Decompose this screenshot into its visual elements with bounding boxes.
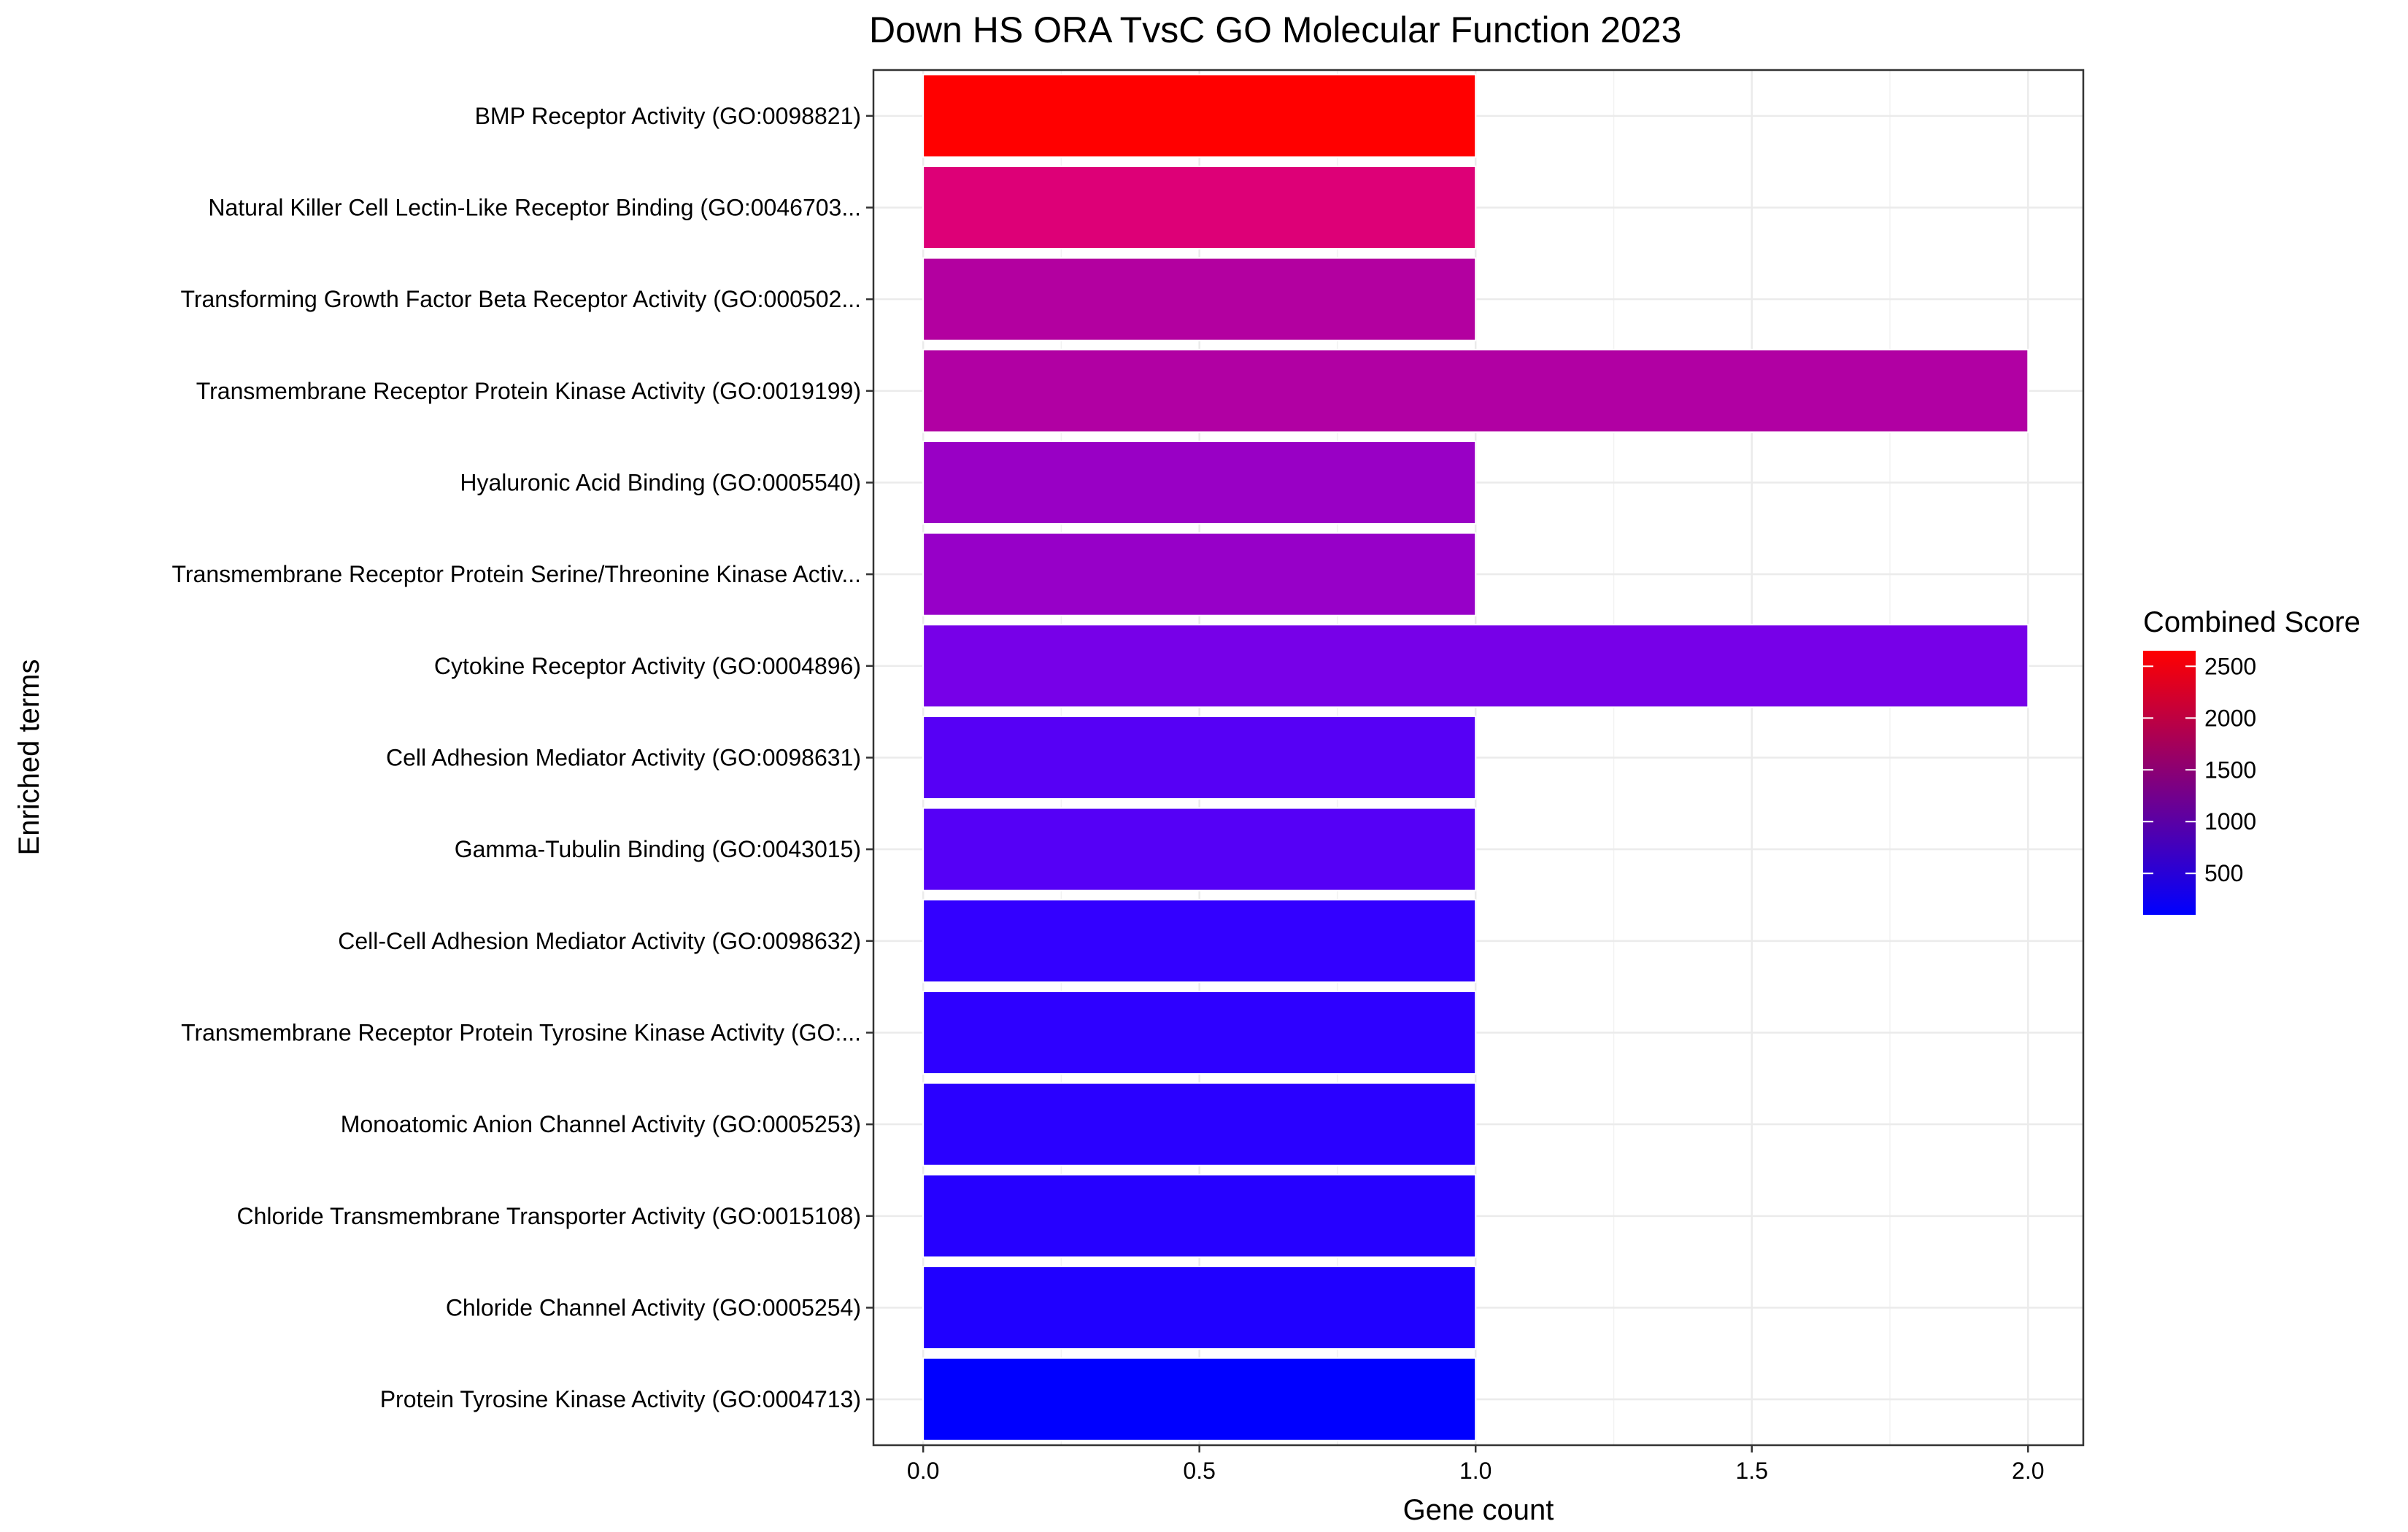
- y-tick-label: Transforming Growth Factor Beta Receptor…: [180, 286, 861, 312]
- bar: [922, 165, 1477, 250]
- bar: [922, 1174, 1477, 1258]
- x-axis-title: Gene count: [1403, 1494, 1554, 1526]
- y-tick-label: Transmembrane Receptor Protein Serine/Th…: [172, 561, 861, 587]
- legend-tick-label: 2000: [2204, 705, 2256, 731]
- legend-tick-label: 1500: [2204, 757, 2256, 783]
- y-tick-label: BMP Receptor Activity (GO:0098821): [475, 103, 861, 129]
- bar: [922, 899, 1477, 983]
- y-tick-label: Cell-Cell Adhesion Mediator Activity (GO…: [338, 928, 861, 954]
- y-axis-title: Enriched terms: [13, 659, 45, 856]
- y-tick-label: Chloride Channel Activity (GO:0005254): [446, 1295, 861, 1321]
- bar: [922, 74, 1477, 158]
- y-tick-label: Cell Adhesion Mediator Activity (GO:0098…: [386, 745, 861, 771]
- bars-layer: [922, 74, 2029, 1442]
- bar: [922, 990, 1477, 1075]
- x-tick-labels: 0.0 0.5 1.0 1.5 2.0: [907, 1445, 2045, 1484]
- bar: [922, 624, 2029, 708]
- bar: [922, 349, 2029, 433]
- y-tick-label: Gamma-Tubulin Binding (GO:0043015): [455, 836, 861, 862]
- legend-title: Combined Score: [2143, 606, 2361, 638]
- y-tick-label: Transmembrane Receptor Protein Tyrosine …: [181, 1020, 861, 1046]
- y-tick-label: Transmembrane Receptor Protein Kinase Ac…: [196, 378, 861, 404]
- legend-ticks: 500 1000 1500 2000 2500: [2143, 653, 2256, 886]
- y-tick-label: Hyaluronic Acid Binding (GO:0005540): [460, 470, 861, 496]
- y-tick-label: Cytokine Receptor Activity (GO:0004896): [434, 653, 861, 679]
- x-tick-label: 1.5: [1736, 1458, 1768, 1484]
- bar: [922, 1082, 1477, 1167]
- color-legend: Combined Score 500 1000 1500 2000 2500: [2143, 606, 2361, 915]
- y-tick-label: Monoatomic Anion Channel Activity (GO:00…: [341, 1111, 861, 1137]
- legend-colorbar: [2143, 651, 2196, 915]
- bar: [922, 532, 1477, 616]
- y-tick-label: Protein Tyrosine Kinase Activity (GO:000…: [380, 1386, 861, 1412]
- y-tick-labels: BMP Receptor Activity (GO:0098821) Natura…: [172, 103, 873, 1412]
- y-tick-label: Natural Killer Cell Lectin-Like Receptor…: [208, 195, 861, 221]
- legend-tick-label: 500: [2204, 860, 2243, 886]
- bar: [922, 257, 1477, 341]
- bar: [922, 715, 1477, 800]
- x-tick-label: 0.5: [1183, 1458, 1215, 1484]
- legend-tick-label: 1000: [2204, 808, 2256, 835]
- x-tick-label: 1.0: [1459, 1458, 1492, 1484]
- bar: [922, 807, 1477, 891]
- y-tick-label: Chloride Transmembrane Transporter Activ…: [237, 1203, 861, 1229]
- bar: [922, 1357, 1477, 1442]
- bar: [922, 1265, 1477, 1350]
- legend-tick-label: 2500: [2204, 653, 2256, 679]
- x-tick-label: 0.0: [907, 1458, 939, 1484]
- x-tick-label: 2.0: [2012, 1458, 2044, 1484]
- chart-title: Down HS ORA TvsC GO Molecular Function 2…: [869, 9, 1681, 50]
- bar: [922, 440, 1477, 525]
